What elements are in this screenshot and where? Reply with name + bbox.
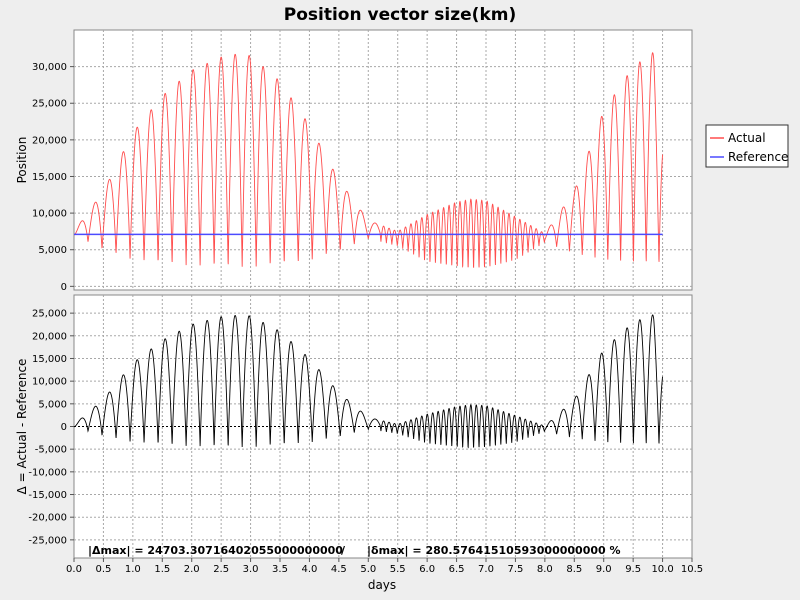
x-tick-label: 2.0 (184, 564, 200, 575)
delta-y-tick-label: -5,000 (35, 445, 67, 456)
x-tick-label: 4.0 (301, 564, 317, 575)
delta-y-axis-label: Δ = Actual - Reference (15, 359, 29, 495)
delta-y-tick-label: -15,000 (28, 490, 67, 501)
position-y-tick-label: 15,000 (32, 172, 67, 183)
delta-y-tick-label: -10,000 (28, 467, 67, 478)
x-axis-label: days (368, 578, 396, 592)
chart-title: Position vector size(km) (284, 5, 516, 25)
position-y-tick-label: 0 (61, 282, 67, 293)
delta-plot: -25,000 -20,000 -15,000 -10,000 -5,000 0 5,000… (28, 294, 693, 559)
x-tick-label: 8.0 (537, 564, 553, 575)
position-y-tick-label: 10,000 (32, 209, 67, 220)
delta-y-tick-label: 15,000 (32, 354, 67, 365)
position-series (73, 52, 664, 269)
position-y-tick-label: 30,000 (32, 62, 67, 73)
position-y-tick-label: 25,000 (32, 99, 67, 110)
x-tick-label: 9.0 (596, 564, 612, 575)
delta-line (73, 314, 664, 449)
delta-series (73, 314, 664, 449)
x-tick-label: 5.5 (390, 564, 406, 575)
legend-actual-label: Actual (728, 131, 766, 145)
position-plot: 0 5,000 10,000 15,000 20,000 25,000 30,000 (32, 29, 693, 293)
delta-y-tick-label: 0 (61, 422, 67, 433)
legend-box (705, 124, 789, 168)
legend-reference-label: Reference (728, 150, 788, 164)
x-axis-ticks: 0.0 0.5 1.0 1.5 2.0 2.5 3.0 3.5 4.0 4.5 5.0 5.5 6.0 6… (66, 558, 703, 575)
x-tick-label: 7.5 (507, 564, 523, 575)
position-y-tick-label: 20,000 (32, 135, 67, 146)
annotation-separator: / (341, 544, 346, 557)
x-tick-label: 1.5 (154, 564, 170, 575)
x-tick-label: 3.5 (272, 564, 288, 575)
position-y-tick-label: 5,000 (38, 245, 67, 256)
x-tick-label: 3.0 (243, 564, 259, 575)
x-tick-label: 8.5 (566, 564, 582, 575)
delta-y-ticks: -25,000 -20,000 -15,000 -10,000 -5,000 0 5,000… (28, 309, 74, 546)
delta-y-tick-label: -20,000 (28, 513, 67, 524)
x-tick-label: 9.5 (625, 564, 641, 575)
legend: Actual Reference (705, 124, 789, 168)
x-tick-label: 1.0 (125, 564, 141, 575)
x-tick-label: 0.5 (95, 564, 111, 575)
delta-y-tick-label: 25,000 (32, 309, 67, 320)
x-tick-label: 0.0 (66, 564, 82, 575)
x-tick-label: 5.0 (360, 564, 376, 575)
x-tick-label: 10.5 (681, 564, 703, 575)
x-tick-label: 7.0 (478, 564, 494, 575)
x-tick-label: 4.5 (331, 564, 347, 575)
position-y-ticks: 0 5,000 10,000 15,000 20,000 25,000 30,000 (32, 62, 74, 293)
position-plot-area (73, 29, 693, 291)
delta-y-tick-label: 20,000 (32, 331, 67, 342)
x-tick-label: 2.5 (213, 564, 229, 575)
position-y-axis-label: Position (15, 137, 29, 184)
actual-line (73, 52, 664, 269)
relative-max-annotation: |δmax| = 280.57641510593000000000 % (367, 544, 621, 557)
x-tick-label: 10.0 (651, 564, 673, 575)
x-tick-label: 6.0 (419, 564, 435, 575)
x-tick-label: 6.5 (449, 564, 465, 575)
delta-max-annotation: |Δmax| = 24703.30716402055000000000 (88, 544, 343, 557)
delta-y-tick-label: 5,000 (38, 399, 67, 410)
delta-y-tick-label: 10,000 (32, 377, 67, 388)
delta-y-tick-label: -25,000 (28, 535, 67, 546)
